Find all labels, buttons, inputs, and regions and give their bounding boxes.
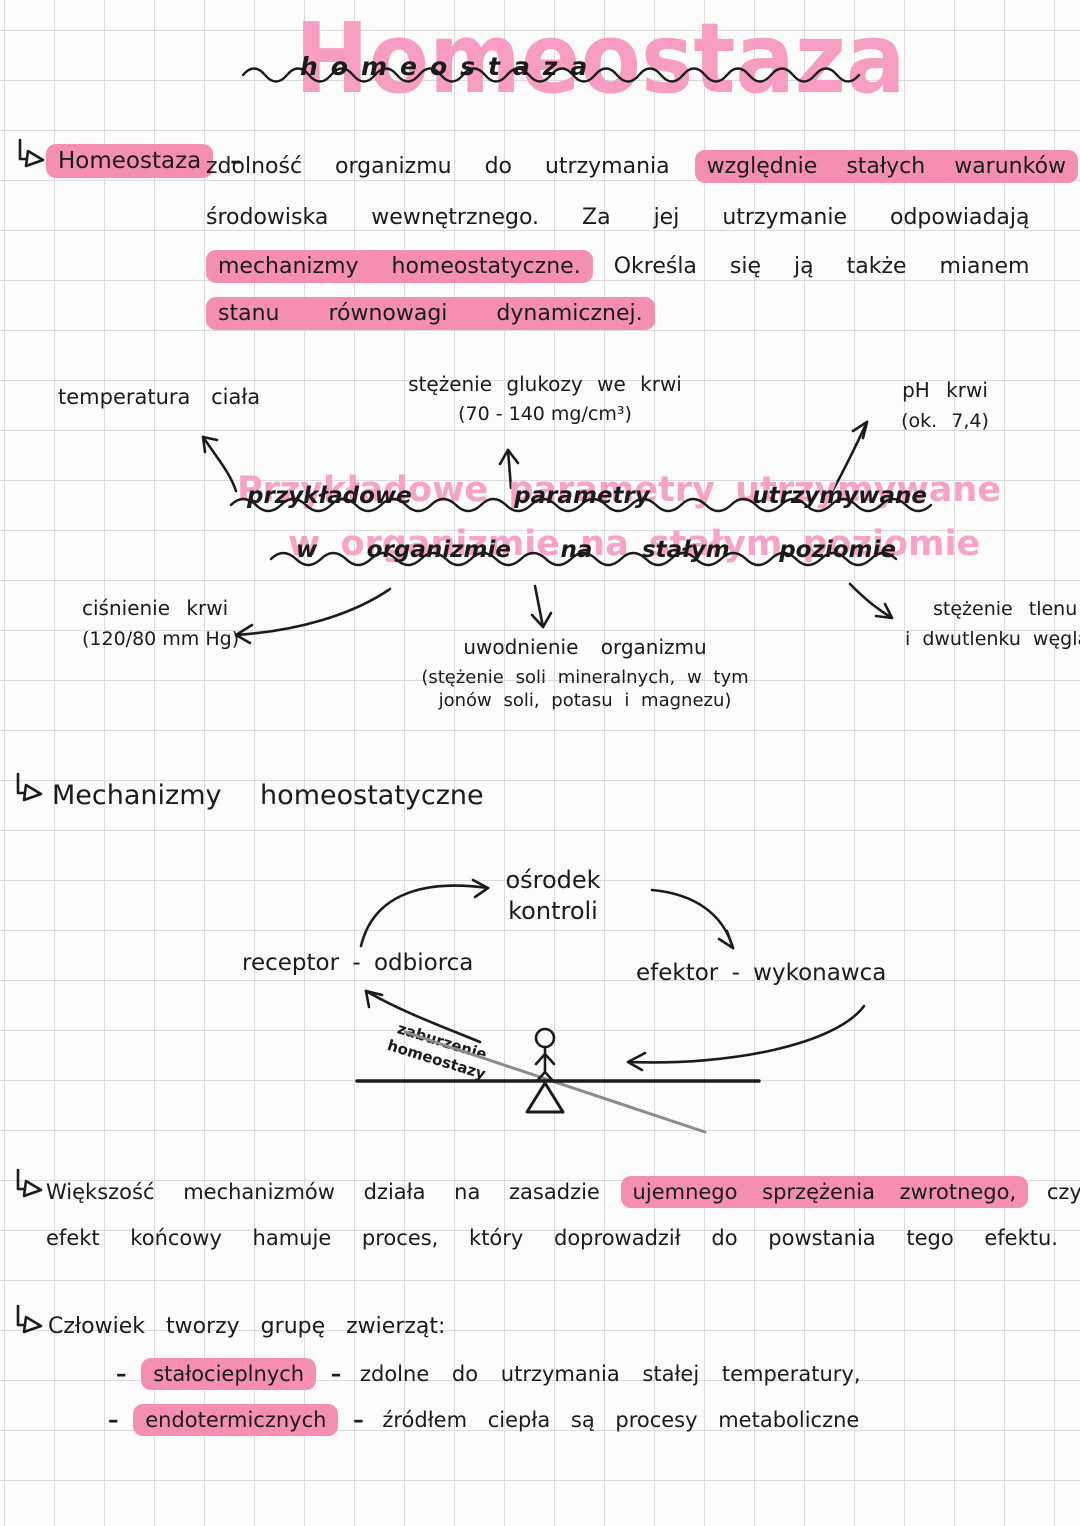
param-pressure-block: ciśnienie krwi (120/80 mm Hg) [82, 596, 239, 650]
groups-item2-dash: – [108, 1408, 119, 1432]
heading-wave-1-icon [229, 497, 933, 513]
groups-item2-highlight: endotermicznych [133, 1404, 339, 1436]
feedback-line2: efekt końcowy hamuje proces, który dopro… [46, 1226, 1058, 1250]
diagram-control-line-1: ośrodek [505, 866, 601, 894]
param-oxygen-label-2: i dwutlenku węgla [905, 628, 1080, 650]
page-title: Homeostaza [295, 2, 906, 116]
arrow-to-hydration-icon [530, 584, 553, 629]
arrow-to-oxygen-icon [848, 582, 894, 620]
diagram-receptor-label: receptor - odbiorca [242, 950, 474, 976]
bullet-arrow-icon [16, 772, 43, 802]
param-oxygen-label-1: stężenie tlenu [933, 598, 1078, 620]
seesaw-figure-icon [355, 1027, 761, 1134]
arrow-to-ph-icon [830, 420, 869, 494]
param-hydration-detail-2: jonów soli, potasu i magnezu) [438, 690, 732, 711]
param-ph-label: pH krwi [902, 378, 988, 402]
arrow-to-pressure-icon [234, 587, 392, 645]
definition-line4-highlight: stanu równowagi dynamicznej. [206, 297, 655, 330]
param-oxygen-block: stężenie tlenu i dwutlenku węgla [905, 598, 1080, 650]
param-hydration-block: uwodnienie organizmu (stężenie soli mine… [405, 635, 765, 711]
heading-wave-2-icon [269, 551, 898, 567]
definition-line1-highlight: względnie stałych warunków [694, 150, 1079, 183]
arrow-disturbance-to-receptor-icon [364, 989, 482, 1044]
arrow-effector-to-balance-icon [626, 1004, 866, 1072]
definition-line1-text: zdolność organizmu do utrzymania [206, 154, 670, 179]
param-temperature-label: temperatura ciała [58, 385, 261, 409]
definition-term-highlight: Homeostaza [46, 144, 214, 178]
param-pressure-label: ciśnienie krwi [82, 596, 229, 620]
definition-line3-highlight: mechanizmy homeostatyczne. [206, 250, 593, 283]
param-glucose-range: (70 - 140 mg/cm³) [458, 403, 632, 425]
groups-item1-dash2: – [330, 1362, 342, 1386]
parameters-heading-script-1: przykładowe parametry utrzymywane [247, 483, 927, 509]
definition-dash: – [230, 149, 242, 174]
title-underline-wave-icon [241, 67, 861, 83]
diagram-control-line-2: kontroli [508, 897, 598, 926]
param-glucose-block: stężenie glukozy we krwi (70 - 140 mg/cm… [400, 372, 690, 425]
arrow-receptor-to-control-icon [359, 878, 490, 948]
feedback-line1-text: Większość mechanizmów działa na zasadzie [46, 1180, 600, 1204]
bullet-arrow-icon [18, 138, 45, 168]
param-ph-value: (ok. 7,4) [901, 410, 989, 432]
groups-item1-dash: – [116, 1362, 127, 1386]
bullet-arrow-icon [16, 1304, 43, 1334]
arrow-to-glucose-icon [498, 448, 520, 490]
parameters-heading-script-2: w organizmie na stałym poziomie [296, 537, 896, 563]
bullet-arrow-icon [16, 1168, 43, 1198]
groups-item1-highlight: stałocieplnych [141, 1358, 317, 1390]
parameters-heading-bubble-2: w organizmie na stałym poziomie [288, 524, 981, 564]
feedback-line1-tail: czyli [1046, 1180, 1080, 1204]
definition-line3-text: Określa się ją także mianem [613, 254, 1030, 279]
groups-intro: Człowiek tworzy grupę zwierząt: [48, 1314, 446, 1339]
param-hydration-detail-1: (stężenie soli mineralnych, w tym [421, 667, 749, 688]
arrow-to-temperature-icon [201, 435, 238, 493]
diagram-effector-label: efektor - wykonawca [636, 960, 887, 986]
param-ph-block: pH krwi (ok. 7,4) [870, 378, 1020, 432]
title-script-overlay: homeostaza [300, 52, 601, 81]
diagram-control-center-label: ośrodek kontroli [478, 865, 628, 927]
param-hydration-label: uwodnienie organizmu [463, 635, 707, 659]
param-pressure-value: (120/80 mm Hg) [82, 628, 240, 650]
parameters-heading-bubble-1: Przykładowe parametry utrzymywane [237, 470, 1002, 510]
definition-line2: środowiska wewnętrznego. Za jej utrzyman… [206, 205, 1030, 230]
groups-item2-dash2: – [353, 1408, 364, 1432]
groups-item1-text: zdolne do utrzymania stałej temperatury, [359, 1362, 861, 1386]
groups-item2-text: źródłem ciepła są procesy metaboliczne [382, 1408, 860, 1432]
arrow-control-to-effector-icon [650, 888, 735, 950]
mechanisms-heading: Mechanizmy homeostatyczne [52, 780, 484, 811]
feedback-line1-highlight: ujemnego sprzężenia zwrotnego, [620, 1176, 1029, 1208]
param-glucose-label: stężenie glukozy we krwi [408, 372, 682, 396]
